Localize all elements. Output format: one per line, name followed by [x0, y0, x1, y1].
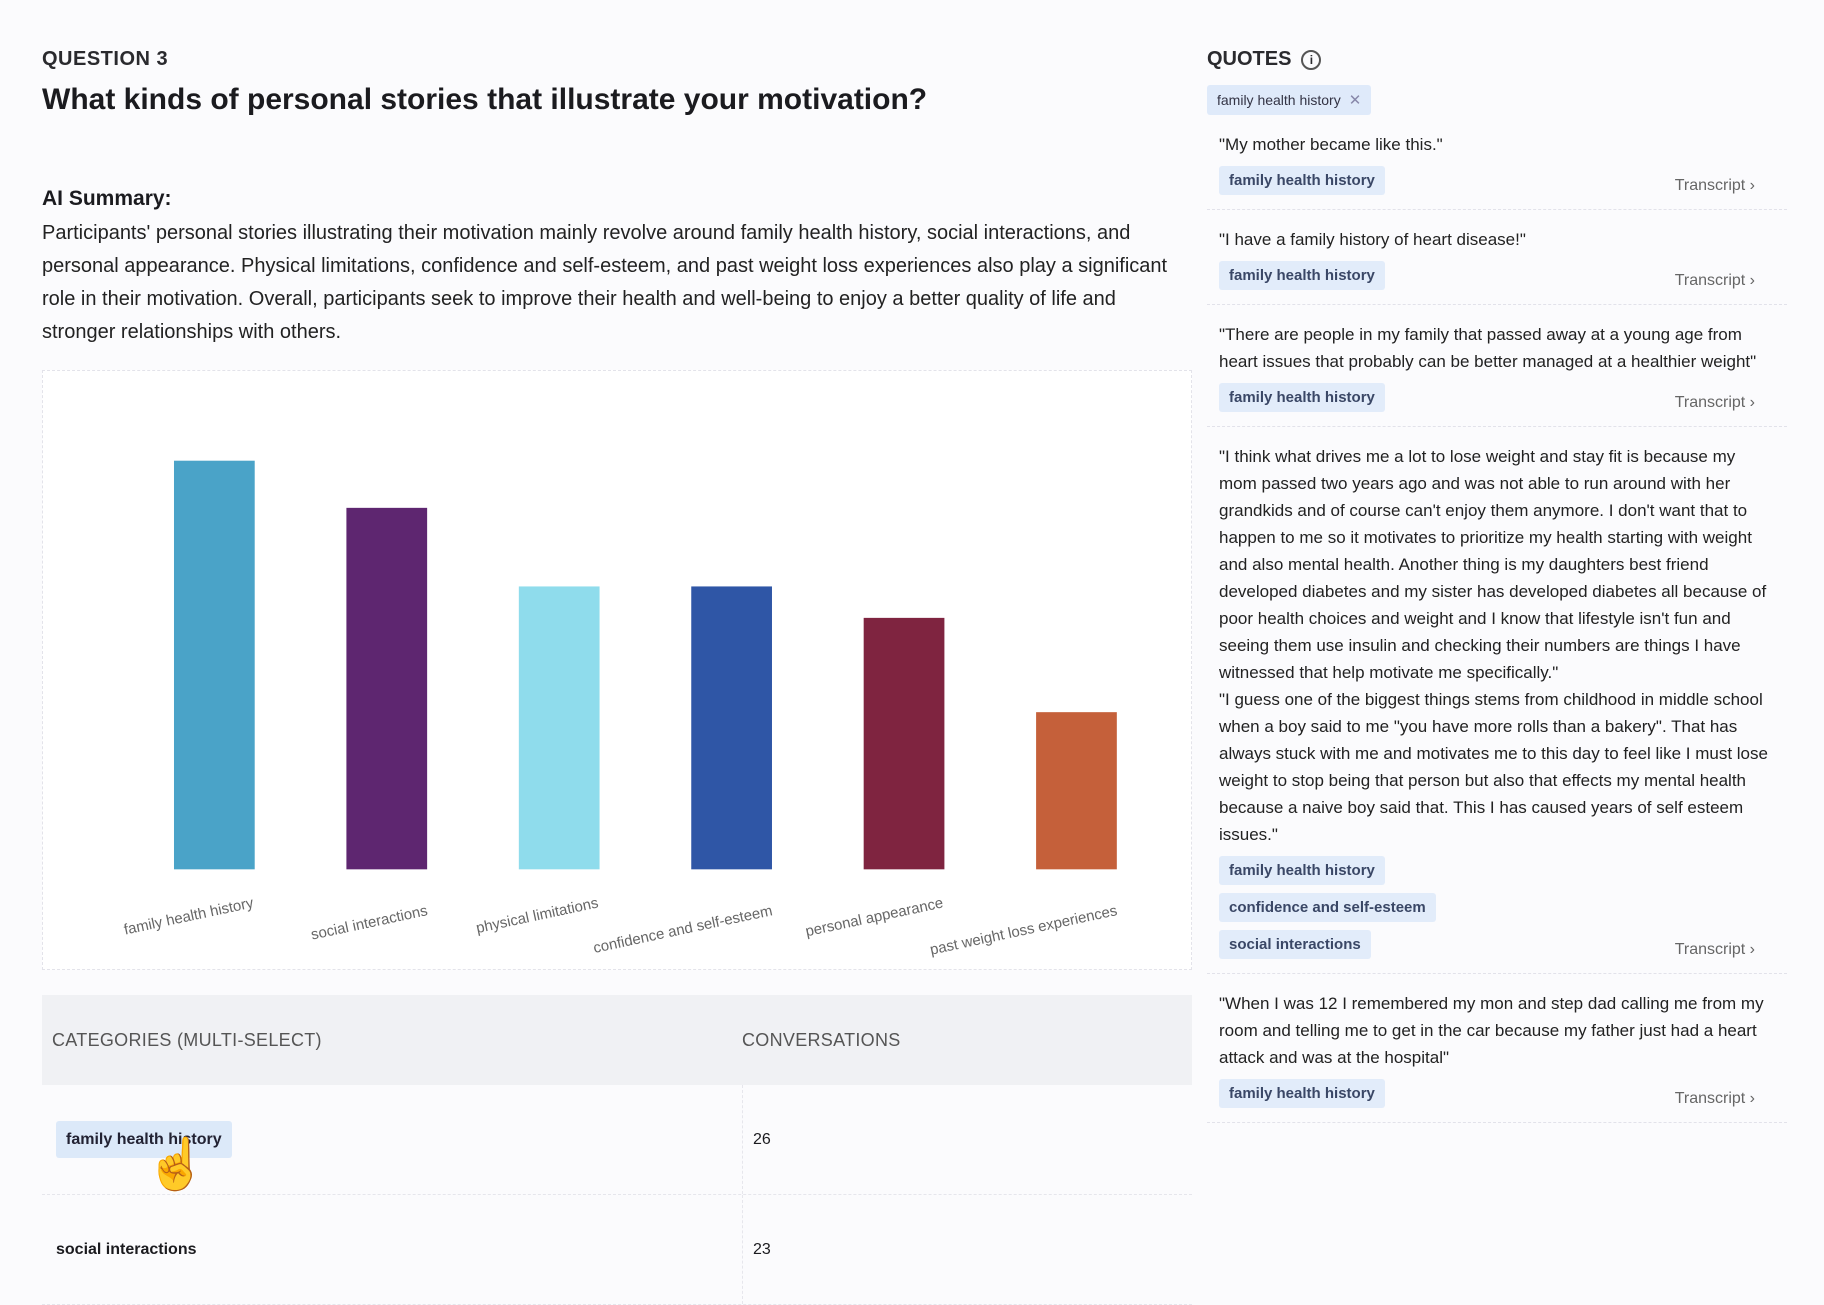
x-tick-label: personal appearance	[804, 894, 945, 940]
active-filter-chip[interactable]: family health history ✕	[1207, 85, 1372, 115]
conversation-count: 26	[742, 1085, 771, 1194]
bar-physical-limitations[interactable]	[518, 586, 600, 870]
category-chip-selected[interactable]: family health history	[56, 1120, 232, 1158]
quote-card: "I have a family history of heart diseas…	[1207, 210, 1787, 305]
transcript-link[interactable]: Transcript ›	[1675, 1090, 1775, 1108]
chevron-right-icon: ›	[1745, 272, 1755, 289]
ai-summary-text: Participants' personal stories illustrat…	[42, 222, 1168, 343]
hand-cursor-icon: ☝	[145, 1136, 208, 1192]
quotes-title: QUOTES	[1207, 48, 1292, 70]
quote-text: "I have a family history of heart diseas…	[1219, 230, 1526, 249]
conversation-count: 23	[742, 1195, 771, 1304]
quote-card: "There are people in my family that pass…	[1207, 305, 1787, 427]
x-tick-label: physical limitations	[475, 894, 600, 937]
transcript-link[interactable]: Transcript ›	[1675, 272, 1775, 290]
chevron-right-icon: ›	[1745, 1090, 1755, 1107]
quote-text: "When I was 12 I remembered my mon and s…	[1219, 994, 1764, 1067]
quote-tag[interactable]: family health history	[1219, 856, 1385, 885]
x-tick-label: social interactions	[309, 902, 429, 943]
question-section: QUESTION 3 What kinds of personal storie…	[42, 48, 1192, 349]
transcript-label: Transcript	[1674, 272, 1746, 289]
quote-tag[interactable]: family health history	[1219, 383, 1385, 412]
quote-card: "My mother became like this." family heal…	[1207, 115, 1787, 210]
x-tick-label: family health history	[122, 894, 255, 938]
x-tick-label: confidence and self-esteem	[592, 902, 774, 957]
quote-text: "I think what drives me a lot to lose we…	[1219, 447, 1768, 844]
quotes-panel: QUOTES i family health history ✕ "My mot…	[1207, 48, 1787, 1123]
x-tick-label: past weight loss experiences	[928, 902, 1118, 958]
table-row[interactable]: social interactions 23	[42, 1195, 1192, 1305]
transcript-link[interactable]: Transcript ›	[1675, 941, 1775, 959]
transcript-label: Transcript	[1674, 941, 1746, 958]
quote-tag[interactable]: family health history	[1219, 261, 1385, 290]
quote-text: "There are people in my family that pass…	[1219, 325, 1757, 371]
close-icon[interactable]: ✕	[1348, 92, 1362, 109]
chevron-right-icon: ›	[1745, 394, 1755, 411]
transcript-label: Transcript	[1674, 177, 1746, 194]
quote-card: "When I was 12 I remembered my mon and s…	[1207, 974, 1787, 1123]
info-icon[interactable]: i	[1301, 49, 1322, 70]
transcript-label: Transcript	[1674, 394, 1746, 411]
bar-family-health-history[interactable]	[173, 460, 255, 870]
question-title: What kinds of personal stories that illu…	[42, 83, 928, 116]
quote-tag[interactable]: family health history	[1219, 166, 1385, 195]
header-categories: CATEGORIES (MULTI-SELECT)	[52, 1029, 322, 1050]
table-row[interactable]: family health history 26	[42, 1085, 1192, 1195]
bar-chart: family health history social interactions…	[42, 370, 1192, 970]
categories-table: CATEGORIES (MULTI-SELECT) CONVERSATIONS …	[42, 995, 1192, 1305]
bar-past-weight-loss-experiences[interactable]	[1036, 712, 1117, 870]
quote-tag[interactable]: social interactions	[1219, 930, 1371, 959]
quotes-heading: QUOTES i	[1207, 48, 1787, 71]
quote-tag[interactable]: confidence and self-esteem	[1219, 893, 1436, 922]
ai-summary-label: AI Summary:	[42, 187, 172, 210]
transcript-link[interactable]: Transcript ›	[1675, 177, 1775, 195]
chevron-right-icon: ›	[1745, 941, 1755, 958]
transcript-label: Transcript	[1674, 1090, 1746, 1107]
quotes-list: "My mother became like this." family heal…	[1207, 115, 1787, 1123]
table-header: CATEGORIES (MULTI-SELECT) CONVERSATIONS	[42, 995, 1192, 1085]
bar-social-interactions[interactable]	[346, 507, 428, 870]
filter-label: family health history	[1217, 92, 1341, 108]
quote-text: "My mother became like this."	[1219, 135, 1443, 154]
quote-tag[interactable]: family health history	[1219, 1079, 1385, 1108]
quote-card: "I think what drives me a lot to lose we…	[1207, 427, 1787, 974]
bar-chart-svg: family health history social interactions…	[122, 460, 1119, 959]
bar-personal-appearance[interactable]	[863, 617, 945, 870]
question-number: QUESTION 3	[42, 48, 169, 70]
bar-confidence-and-self-esteem[interactable]	[691, 586, 772, 870]
transcript-link[interactable]: Transcript ›	[1675, 394, 1775, 412]
header-conversations: CONVERSATIONS	[742, 1029, 901, 1050]
chevron-right-icon: ›	[1745, 177, 1755, 194]
category-label[interactable]: social interactions	[56, 1240, 197, 1258]
